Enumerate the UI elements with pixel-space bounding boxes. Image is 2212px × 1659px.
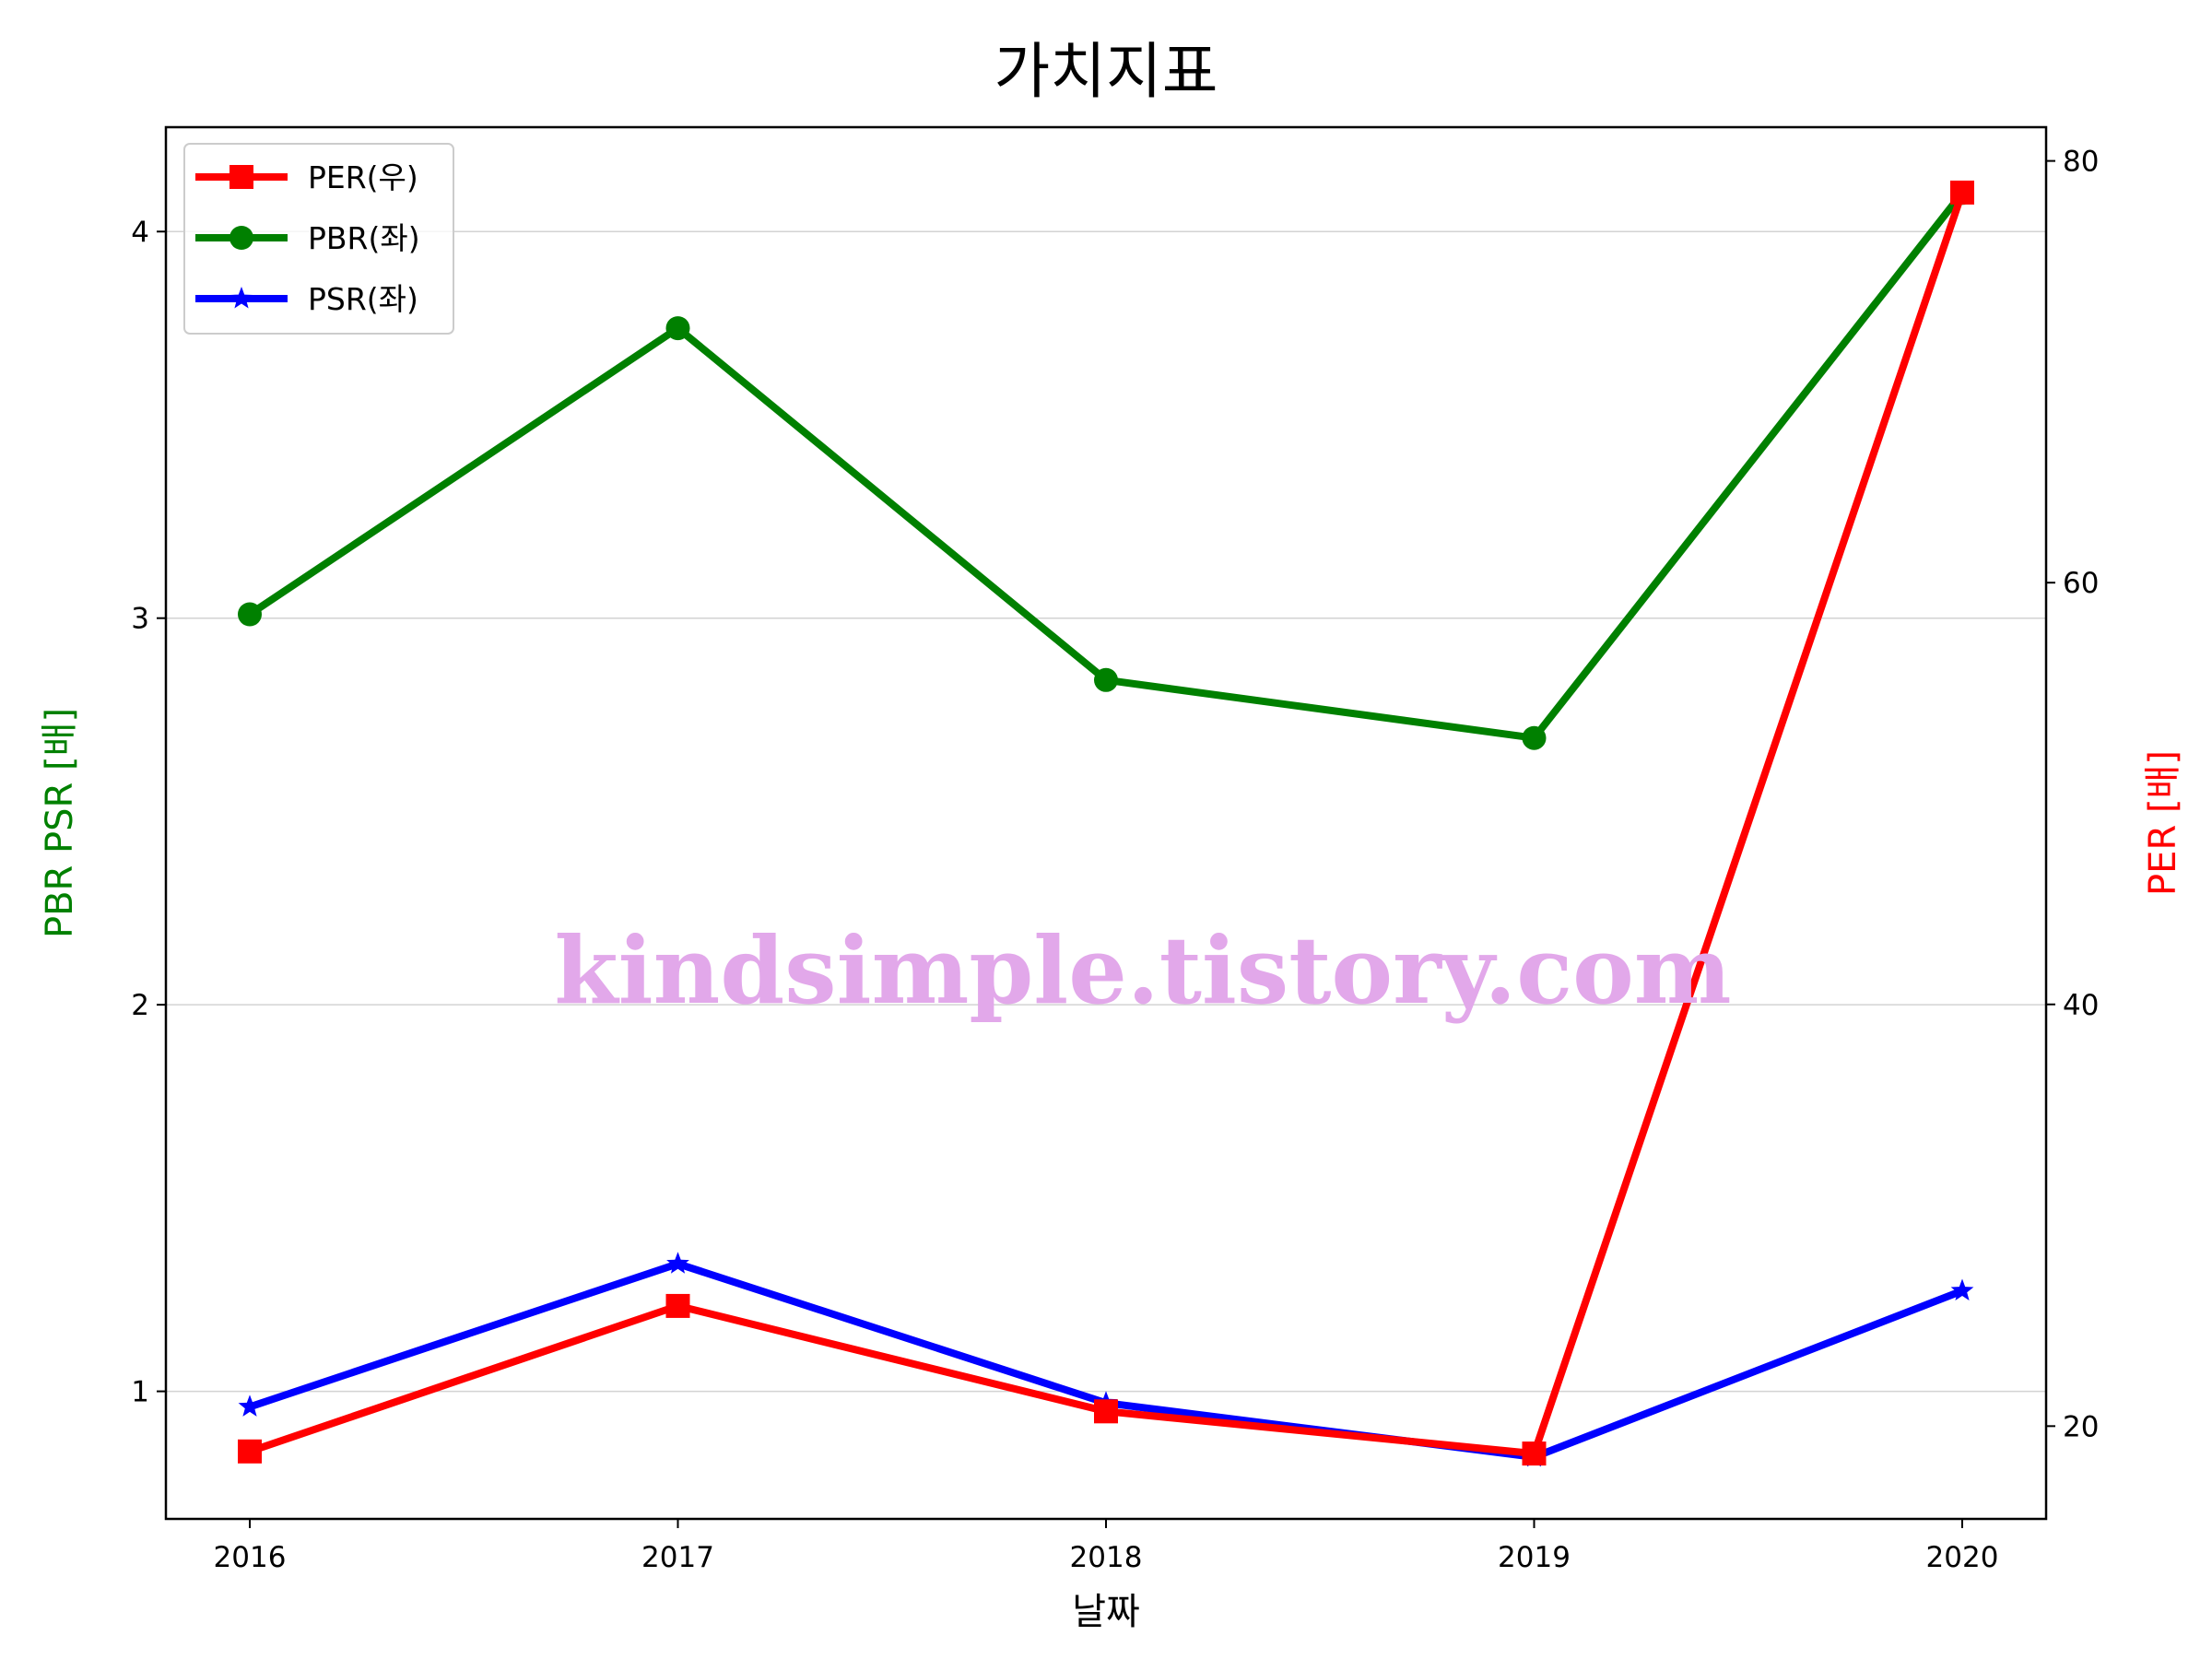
data-point-marker xyxy=(1950,180,1974,205)
data-point-marker xyxy=(238,602,262,627)
y-left-tick-label: 4 xyxy=(131,216,149,249)
series-PER(우) xyxy=(238,180,1974,1466)
y-right-tick-label: 60 xyxy=(2063,567,2099,600)
legend: PER(우) PBR(좌) PSR(좌) xyxy=(183,143,454,335)
data-point-marker xyxy=(238,1394,262,1417)
data-point-marker xyxy=(1522,1441,1547,1466)
legend-marker xyxy=(229,287,253,309)
data-point-marker xyxy=(1950,1278,1974,1300)
legend-marker xyxy=(229,226,253,250)
y-left-tick-label: 3 xyxy=(131,603,149,636)
y-right-tick-label: 20 xyxy=(2063,1410,2099,1443)
chart-title: 가치지표 xyxy=(994,36,1218,107)
data-point-marker xyxy=(1522,725,1547,750)
series-PBR(좌) xyxy=(238,181,1974,750)
x-tick-label: 2020 xyxy=(1926,1541,1999,1574)
legend-items: PER(우) PBR(좌) PSR(좌) xyxy=(195,159,420,317)
y-right-tick-label: 40 xyxy=(2063,989,2099,1022)
data-point-marker xyxy=(1094,1399,1118,1424)
x-tick-label: 2019 xyxy=(1498,1541,1571,1574)
legend-item: PER(우) xyxy=(195,159,418,195)
legend-marker xyxy=(229,165,253,189)
grid-lines xyxy=(166,230,2046,1393)
y-left-tick-label: 1 xyxy=(131,1376,149,1409)
x-tick-label: 2017 xyxy=(641,1541,714,1574)
data-point-marker xyxy=(665,1293,690,1318)
watermark-text: kindsimple.tistory.com xyxy=(554,916,1731,1025)
x-tick-label: 2016 xyxy=(214,1541,287,1574)
legend-item: PSR(좌) xyxy=(195,281,418,317)
x-axis-label: 날짜 xyxy=(1072,1591,1140,1633)
legend-label: PBR(좌) xyxy=(308,220,420,256)
legend-box xyxy=(183,143,454,335)
y-axis-right-label: PER [배] xyxy=(2142,750,2184,896)
legend-label: PER(우) xyxy=(308,159,418,195)
data-point-marker xyxy=(238,1439,262,1464)
legend-item: PBR(좌) xyxy=(195,220,420,256)
series-lines xyxy=(238,180,1974,1467)
x-tick-label: 2018 xyxy=(1070,1541,1143,1574)
y-axis-left-label: PBR PSR [배] xyxy=(39,708,81,938)
data-point-marker xyxy=(665,316,690,341)
data-point-marker xyxy=(666,1252,689,1274)
y-right-tick-label: 80 xyxy=(2063,146,2099,179)
legend-label: PSR(좌) xyxy=(308,281,418,317)
y-left-tick-label: 2 xyxy=(131,989,149,1022)
axis-ticks: 1 2 3 4 20 40 60 80 2016 2017 2018 2019 2020 xyxy=(131,146,2099,1574)
data-point-marker xyxy=(1094,667,1118,692)
